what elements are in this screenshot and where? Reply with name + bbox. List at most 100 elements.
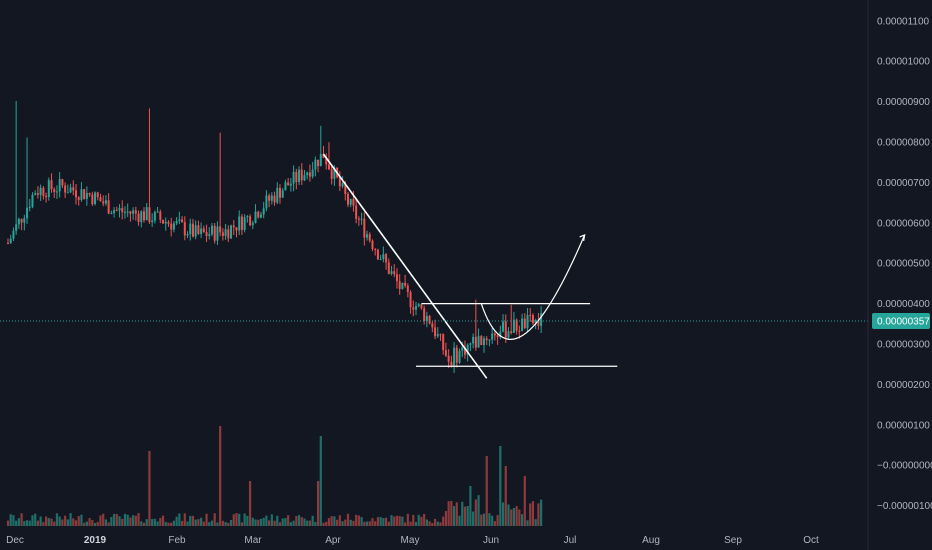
arrow-head bbox=[579, 233, 586, 242]
volume-bar bbox=[99, 515, 102, 526]
candle-body bbox=[298, 169, 301, 182]
candle-body bbox=[439, 334, 442, 336]
volume-bar bbox=[208, 522, 211, 526]
volume-bar bbox=[265, 515, 268, 526]
candle-body bbox=[540, 313, 543, 326]
candle-body bbox=[510, 331, 513, 333]
time-axis[interactable]: Dec 2019 Feb Mar Apr May Jun Jul Aug Sep Oct bbox=[6, 535, 819, 546]
candle-body bbox=[143, 211, 145, 221]
volume-bar bbox=[235, 513, 238, 526]
price-axis[interactable]: 0.00001100 0.00001000 0.00000900 0.00000800… bbox=[877, 16, 932, 512]
candle-body bbox=[404, 282, 407, 286]
volume-bar bbox=[458, 515, 461, 526]
volume-bar bbox=[281, 518, 284, 526]
volume-bar bbox=[145, 519, 148, 526]
candle-body bbox=[9, 238, 12, 244]
candle-body bbox=[300, 169, 303, 181]
volume-bar bbox=[9, 514, 12, 526]
volume-bar bbox=[390, 515, 393, 526]
volume-bar bbox=[112, 513, 116, 526]
volume-bar bbox=[284, 518, 287, 526]
time-tick-label: Aug bbox=[642, 535, 660, 546]
volume-bar bbox=[123, 513, 127, 526]
candle-body bbox=[455, 347, 458, 363]
candle-body bbox=[281, 190, 284, 198]
volume-bar bbox=[344, 519, 347, 526]
volume-bar bbox=[423, 513, 426, 526]
volume-bar bbox=[363, 521, 366, 526]
candle-body bbox=[515, 319, 518, 331]
projection-curve[interactable] bbox=[480, 234, 586, 340]
volume-bar bbox=[50, 518, 53, 526]
candle-body bbox=[110, 213, 113, 215]
volume-bar bbox=[132, 515, 135, 526]
candle-body bbox=[333, 167, 336, 179]
candle-body bbox=[42, 187, 45, 196]
candle-body bbox=[466, 344, 469, 355]
candle-body bbox=[270, 195, 273, 201]
candle-body bbox=[450, 361, 453, 366]
volume-bar bbox=[469, 486, 472, 526]
volume-bar bbox=[246, 515, 249, 526]
candle-body bbox=[347, 194, 349, 205]
candle-body bbox=[113, 210, 116, 214]
candle-body bbox=[493, 333, 496, 336]
candle-body bbox=[91, 194, 94, 205]
candle-body bbox=[480, 336, 483, 346]
candle-body bbox=[7, 243, 9, 244]
volume-bar bbox=[243, 513, 246, 526]
candle-body bbox=[352, 198, 355, 206]
volume-bar bbox=[360, 517, 363, 526]
candle-body bbox=[55, 191, 58, 193]
volume-histogram bbox=[6, 426, 543, 526]
volume-bar bbox=[452, 506, 456, 526]
candle-body bbox=[243, 217, 246, 230]
candle-body bbox=[102, 201, 105, 204]
volume-bar bbox=[121, 518, 124, 526]
candle-body bbox=[265, 195, 268, 209]
candle-body bbox=[472, 336, 475, 344]
candle-body bbox=[249, 216, 252, 226]
volume-bar bbox=[126, 514, 129, 526]
volume-bar bbox=[254, 519, 257, 526]
volume-bar bbox=[406, 513, 409, 526]
price-axis-panel[interactable] bbox=[868, 0, 932, 550]
trendline[interactable] bbox=[322, 153, 488, 379]
candle-body bbox=[23, 218, 26, 223]
volume-bar bbox=[273, 520, 276, 526]
candle-body bbox=[385, 254, 388, 263]
price-tick-label: −0.00000000 bbox=[877, 461, 932, 472]
volume-bar bbox=[303, 518, 306, 526]
candle-body bbox=[371, 240, 374, 249]
volume-bar bbox=[523, 476, 526, 526]
candle-body bbox=[254, 211, 257, 223]
volume-bar bbox=[485, 456, 488, 526]
candle-body bbox=[219, 226, 222, 233]
volume-bar bbox=[540, 499, 543, 526]
volume-bar bbox=[148, 451, 151, 526]
volume-bar bbox=[175, 516, 178, 526]
candle-body bbox=[58, 179, 61, 192]
candle-body bbox=[200, 228, 203, 234]
volume-bar bbox=[96, 521, 99, 526]
volume-bar bbox=[6, 520, 10, 526]
volume-bar bbox=[379, 516, 382, 526]
candle-body bbox=[170, 223, 173, 230]
candle-body bbox=[159, 211, 162, 220]
volume-bar bbox=[477, 495, 480, 526]
volume-bar bbox=[444, 510, 448, 526]
volume-bar bbox=[58, 516, 61, 526]
candle-body bbox=[118, 208, 121, 211]
volume-bar bbox=[384, 517, 388, 526]
volume-bar bbox=[393, 516, 396, 526]
volume-bar bbox=[387, 521, 390, 526]
drawing-annotations bbox=[322, 153, 618, 379]
candle-body bbox=[123, 211, 126, 213]
candle-body bbox=[308, 172, 311, 177]
candle-body bbox=[529, 315, 532, 317]
candle-body bbox=[39, 187, 42, 195]
candle-body bbox=[235, 227, 238, 231]
volume-bar bbox=[297, 515, 301, 526]
candle-body bbox=[232, 225, 235, 228]
